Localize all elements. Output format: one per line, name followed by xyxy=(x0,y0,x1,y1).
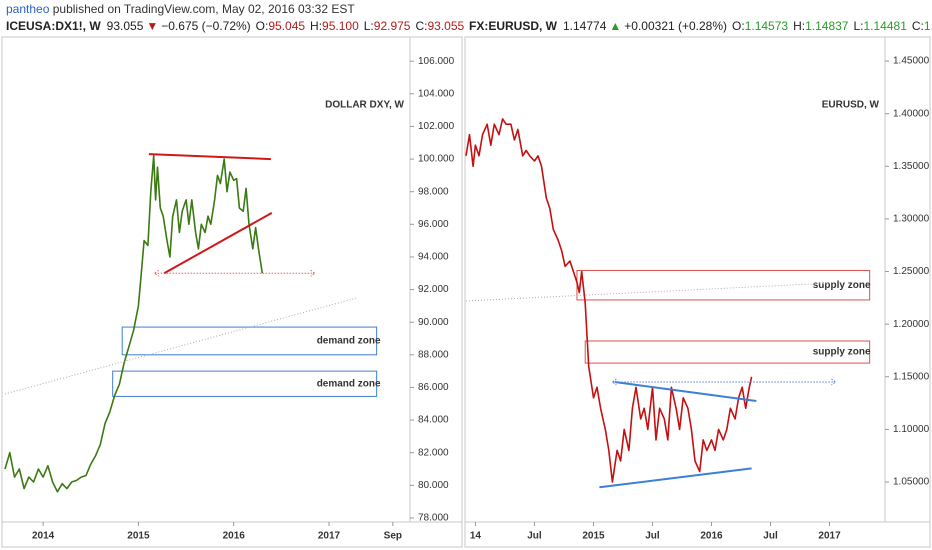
ohlc-label: L: xyxy=(853,19,863,33)
publish-text: published on TradingView.com, May 02, 20… xyxy=(53,2,356,16)
change: −0.675 (−0.72%) xyxy=(161,19,250,33)
ohlc-value: 95.045 xyxy=(268,19,305,33)
ohlc-value: 1.14573 xyxy=(745,19,789,33)
ohlc-label: C: xyxy=(912,19,924,33)
chart-title: DOLLAR DXY, W xyxy=(325,100,404,111)
price-line xyxy=(465,118,753,483)
ohlc-value: 95.100 xyxy=(322,19,359,33)
y-tick-label: 1.35000 xyxy=(893,161,930,172)
symbol-legend: ICEUSA:DX1!, W 93.055 ▼ −0.675 (−0.72%) O:95… xyxy=(6,19,464,33)
y-tick-label: 100.000 xyxy=(418,154,455,165)
panel-border xyxy=(464,36,931,548)
y-tick-label: 98.000 xyxy=(418,186,449,197)
symbol: FX:EURUSD, W xyxy=(469,19,558,33)
y-tick-label: 1.10000 xyxy=(893,424,930,435)
publish-line: pantheo published on TradingView.com, Ma… xyxy=(6,2,355,16)
zone xyxy=(121,326,378,356)
ohlc-value: 92.975 xyxy=(374,19,411,33)
x-tick-label: 2016 xyxy=(223,531,246,542)
ohlc-value: 1.14481 xyxy=(864,19,908,33)
arrow-line xyxy=(153,269,316,277)
last-price: 93.055 xyxy=(107,19,144,33)
y-tick-label: 88.000 xyxy=(418,349,449,360)
y-tick-label: 106.000 xyxy=(418,56,455,67)
change-arrow: ▼ xyxy=(146,19,158,33)
y-tick-label: 1.40000 xyxy=(893,108,930,119)
y-tick-label: 86.000 xyxy=(418,382,449,393)
last-price: 1.14774 xyxy=(563,19,607,33)
ohlc-label: C: xyxy=(415,19,427,33)
zone-label: supply zone xyxy=(813,347,871,358)
x-tick-label: Jul xyxy=(645,531,660,542)
y-tick-label: 94.000 xyxy=(418,252,449,263)
arrow-line xyxy=(611,378,837,386)
x-tick-label: Jul xyxy=(527,531,542,542)
zone-label: supply zone xyxy=(813,280,871,291)
x-tick-label: 2015 xyxy=(582,531,605,542)
ohlc-label: L: xyxy=(364,19,374,33)
y-tick-label: 102.000 xyxy=(418,121,455,132)
y-tick-label: 1.20000 xyxy=(893,319,930,330)
x-tick-label: 2015 xyxy=(127,531,150,542)
change-arrow: ▲ xyxy=(609,19,621,33)
y-tick-label: 1.30000 xyxy=(893,214,930,225)
ohlc-label: O: xyxy=(256,19,269,33)
ohlc-label: O: xyxy=(732,19,745,33)
x-tick-label: Sep xyxy=(384,531,402,542)
symbol-legend: FX:EURUSD, W 1.14774 ▲ +0.00321 (+0.28%) O:1… xyxy=(469,19,932,33)
y-tick-label: 80.000 xyxy=(418,480,449,491)
y-tick-label: 82.000 xyxy=(418,447,449,458)
y-tick-label: 78.000 xyxy=(418,513,449,524)
symbol: ICEUSA:DX1!, W xyxy=(6,19,101,33)
ohlc-value: 93.055 xyxy=(427,19,464,33)
y-tick-label: 1.15000 xyxy=(893,371,930,382)
ohlc-value: 1.14837 xyxy=(805,19,849,33)
author: pantheo xyxy=(6,2,50,16)
ohlc-label: H: xyxy=(310,19,322,33)
y-tick-label: 84.000 xyxy=(418,415,449,426)
x-tick-label: 2017 xyxy=(818,531,841,542)
y-tick-label: 92.000 xyxy=(418,284,449,295)
zone xyxy=(584,340,871,364)
x-tick-label: 2017 xyxy=(318,531,341,542)
x-tick-label: 14 xyxy=(470,531,482,542)
x-tick-label: 2016 xyxy=(700,531,723,542)
y-tick-label: 90.000 xyxy=(418,317,449,328)
x-tick-label: 2014 xyxy=(32,531,55,542)
trendline xyxy=(614,381,757,402)
trendline xyxy=(148,153,271,161)
ohlc-label: H: xyxy=(793,19,805,33)
zone-label: demand zone xyxy=(317,336,381,347)
trendline xyxy=(465,282,830,302)
zone-label: demand zone xyxy=(317,378,381,389)
trendline xyxy=(599,467,752,489)
y-tick-label: 104.000 xyxy=(418,88,455,99)
change: +0.00321 (+0.28%) xyxy=(624,19,727,33)
y-tick-label: 1.05000 xyxy=(893,477,930,488)
y-tick-label: 96.000 xyxy=(418,219,449,230)
ohlc-value: 1.14774 xyxy=(924,19,932,33)
panel-border xyxy=(1,36,463,548)
zone xyxy=(112,370,378,397)
chart-title: EURUSD, W xyxy=(822,100,880,111)
x-tick-label: Jul xyxy=(763,531,778,542)
price-line xyxy=(4,155,264,493)
y-tick-label: 1.45000 xyxy=(893,56,930,67)
trendline xyxy=(163,212,273,275)
trendline xyxy=(4,297,358,395)
y-tick-label: 1.25000 xyxy=(893,266,930,277)
